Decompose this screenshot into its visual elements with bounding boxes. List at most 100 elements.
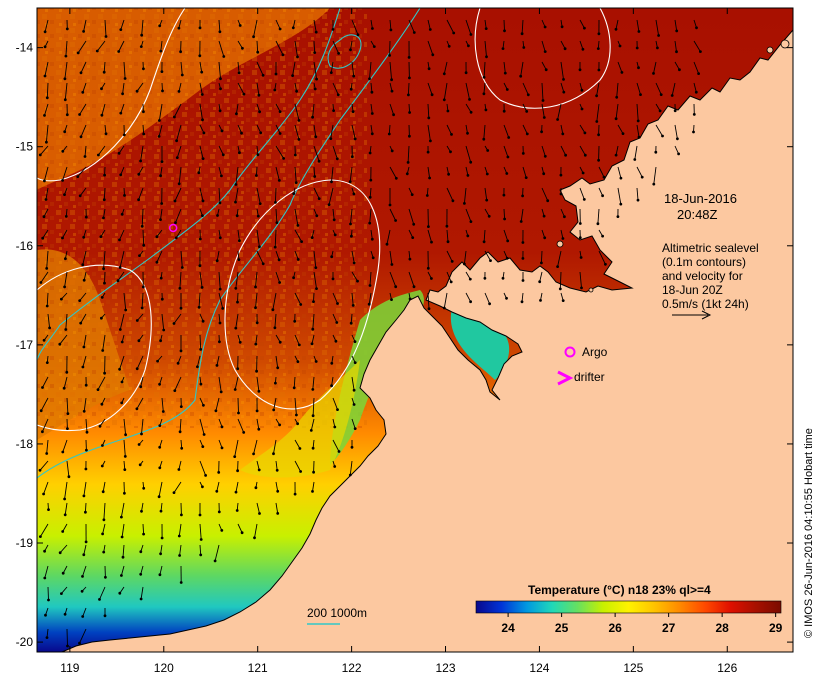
velocity-vector [636,19,640,32]
velocity-vector-head [277,179,281,182]
velocity-vector [256,145,259,155]
velocity-vector [503,61,506,74]
velocity-vector-head [60,592,63,595]
velocity-vector [465,166,469,176]
velocity-vector [560,124,564,134]
velocity-vector [332,40,340,54]
velocity-vector-head [294,181,298,185]
velocity-vector-head [482,75,486,79]
cold-band-bay [450,300,510,380]
velocity-vector-head [172,322,176,325]
velocity-vector-head [98,424,102,428]
velocity-vector-head [221,307,225,310]
velocity-vector-head [137,339,141,343]
velocity-vector-head [482,240,486,244]
velocity-vector-head [278,281,281,284]
velocity-vector [79,103,87,115]
velocity-vector [256,187,261,204]
velocity-vector-head [82,235,86,239]
copyright-text: © IMOS 26-Jun-2016 04:10:55 Hobart time [803,428,815,638]
velocity-vector-head [255,321,259,325]
velocity-vector-head [466,131,469,135]
velocity-vector [484,208,490,217]
velocity-vector-head [614,117,618,121]
velocity-vector-head [100,296,104,299]
velocity-vector [234,439,239,457]
velocity-vector [331,166,334,182]
velocity-vector-head [519,74,523,78]
velocity-vectors [38,19,702,648]
velocity-vector-head [278,423,281,427]
velocity-vector-head [408,297,412,301]
velocity-vector-head [278,132,282,135]
velocity-vector-head [559,192,563,196]
y-axis: -14 -15 -16 -17 -18 -19 -20 [16,41,793,649]
velocity-vector-head [296,258,300,261]
velocity-vector [408,208,415,225]
velocity-vector [389,19,392,30]
velocity-vector-head [81,90,85,94]
velocity-vector [63,376,68,389]
velocity-vector-head [120,401,124,405]
velocity-vector [332,292,338,304]
velocity-vector [636,166,643,178]
velocity-vector-head [201,199,205,203]
velocity-vector-head [578,222,582,225]
velocity-vector [214,544,220,562]
velocity-vector-head [120,380,124,384]
velocity-vector-head [177,26,181,30]
velocity-vector [408,19,415,33]
velocity-vector [636,103,639,121]
velocity-vector-head [98,598,101,601]
colorbar-tick-label: 26 [608,621,622,635]
velocity-vector-head [42,338,46,342]
velocity-vector-head [254,342,258,346]
velocity-vector [313,166,316,177]
velocity-vector-head [236,367,240,371]
velocity-vector [196,355,201,367]
velocity-vector-head [329,71,333,74]
velocity-vector [693,40,701,52]
velocity-vector [503,208,506,220]
velocity-vector [520,61,524,77]
island [766,46,774,54]
velocity-vector-head [412,285,416,289]
velocity-vector-head [39,281,43,284]
velocity-vector-head [83,155,87,158]
velocity-vector-head [135,367,139,371]
velocity-vector [465,145,472,163]
velocity-vector-head [595,120,599,123]
velocity-vector [579,271,582,288]
velocity-vector-head [103,281,106,285]
velocity-vector-head [442,98,446,102]
velocity-vector-head [43,74,47,78]
velocity-vector-head [179,405,183,408]
velocity-vector-head [79,321,83,325]
velocity-vector-head [219,390,223,394]
velocity-vector [180,61,183,76]
velocity-vector-head [140,224,144,228]
velocity-vector [44,103,49,116]
velocity-vector-head [394,285,398,289]
velocity-vector-head [100,464,104,468]
velocity-vector-head [463,262,466,266]
velocity-vector-head [276,366,280,370]
legend-line: 0.5m/s (1kt 24h) [662,297,749,311]
velocity-vector-head [234,326,238,330]
velocity-vector-head [296,224,300,227]
velocity-vector-head [637,66,640,70]
velocity-vector [560,145,567,156]
velocity-vector-head [370,132,374,136]
y-tick-label: -17 [16,338,34,352]
isobath-line [37,8,341,361]
velocity-vector-head [61,571,65,575]
velocity-vector-head [202,131,206,135]
velocity-vector-head [446,109,450,113]
velocity-vector-head [482,92,486,96]
velocity-vector [97,376,106,390]
velocity-vector-head [259,131,263,135]
velocity-vector [615,19,619,30]
velocity-vector-head [336,408,339,411]
velocity-vector [328,187,334,205]
velocity-vector-head [349,321,353,325]
